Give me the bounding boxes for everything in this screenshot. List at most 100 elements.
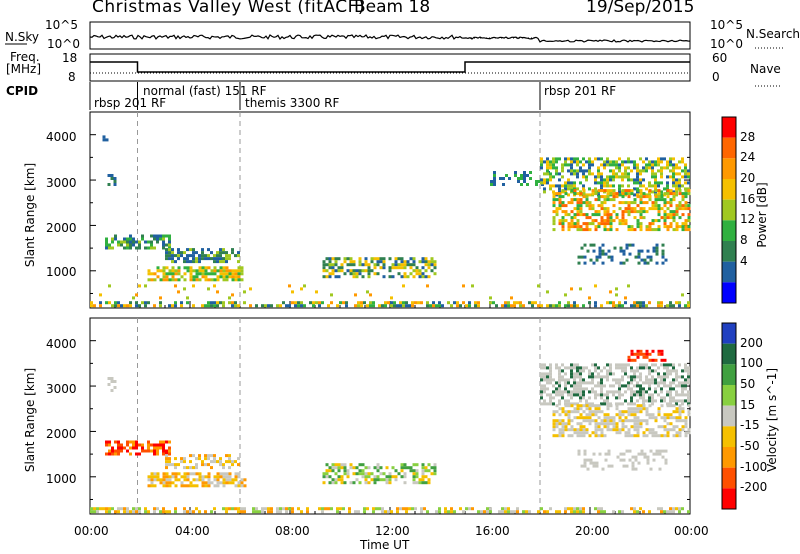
velocity-echo-early-4 (107, 377, 117, 392)
xtick-5: 20:00 (575, 524, 610, 538)
xaxis-label: Time UT (360, 538, 410, 552)
power-colorbar-tick-2: 20 (740, 171, 756, 185)
power-echo-late-4 (577, 243, 668, 265)
velocity-echo-early-3 (147, 472, 247, 488)
nsky-trace (89, 34, 691, 43)
velocity-echo-mid (322, 463, 437, 485)
power-colorbar-swatch-2 (722, 158, 736, 179)
velocity-colorbar-swatch-0 (722, 323, 736, 344)
power-colorbar-swatch-7 (722, 261, 736, 283)
velocity-colorbar-tick-0: 200 (740, 335, 763, 350)
nsky-label: N.Sky (5, 30, 40, 44)
velocity-ytick-4000: 4000 (46, 337, 77, 351)
power-colorbar-swatch-5 (722, 220, 736, 241)
xtick-4: 16:00 (475, 524, 510, 538)
cpid-segment-4: rbsp 201 RF (544, 84, 617, 98)
power-echo-early-4 (147, 266, 244, 282)
velocity-colorbar-tick-5: -50 (740, 439, 760, 453)
power-echo-late-2 (540, 157, 690, 197)
nave-tick-low: 0 (712, 70, 720, 84)
power-colorbar-tick-0: 28 (740, 129, 756, 144)
freq-tick-high: 18 (62, 51, 78, 65)
velocity-echo-early-2 (165, 454, 240, 470)
xtick-3: 12:00 (375, 524, 410, 538)
velocity-echo-late-2 (552, 404, 691, 438)
velocity-colorbar-swatch-1 (722, 343, 736, 365)
velocity-ytick-2000: 2000 (46, 427, 77, 441)
power-echo-late-1 (490, 171, 550, 186)
xtick-2: 08:00 (275, 524, 310, 538)
velocity-colorbar-frame (721, 322, 737, 510)
xtick-0: 00:00 (74, 524, 109, 538)
power-colorbar-tick-4: 12 (740, 212, 756, 227)
velocity-colorbar-tick-7: -200 (740, 480, 768, 495)
power-echo-near-range (90, 301, 690, 308)
noise-tick-high-left: 10^5 (45, 18, 78, 32)
power-echo-mid (322, 257, 437, 279)
velocity-echo-late-3 (627, 349, 667, 362)
nave-label: Nave (750, 62, 781, 76)
power-echo-sparse (99, 284, 684, 300)
power-colorbar-swatch-8 (722, 282, 736, 303)
xtick-6: 00:00 (674, 524, 709, 538)
power-echo-early-2 (105, 234, 171, 250)
power-colorbar-swatch-0 (722, 117, 736, 138)
power-colorbar-swatch-3 (722, 179, 736, 200)
power-colorbar-tick-1: 24 (740, 150, 756, 165)
power-colorbar-swatch-1 (722, 137, 736, 159)
velocity-echo-late-4 (577, 449, 668, 471)
velocity-echo-early-1 (105, 440, 171, 456)
velocity-echo-near-range (90, 507, 690, 514)
velocity-colorbar-swatch-6 (722, 447, 736, 468)
power-colorbar-tick-6: 4 (740, 253, 748, 268)
velocity-ytick-1000: 1000 (46, 472, 77, 486)
power-echo-early-1 (102, 135, 109, 142)
freq-label-line2: [MHz] (6, 62, 42, 76)
velocity-colorbar-tick-2: 50 (740, 377, 756, 391)
power-ytick-3000: 3000 (46, 176, 77, 190)
freq-panel-frame (89, 53, 691, 82)
power-colorbar-tick-3: 16 (740, 191, 756, 206)
noise-tick-low-left: 10^0 (47, 37, 80, 51)
velocity-colorbar-swatch-5 (722, 426, 736, 447)
power-ytick-2000: 2000 (46, 221, 77, 235)
xtick-1: 04:00 (175, 524, 210, 538)
power-colorbar-tick-5: 8 (740, 233, 748, 247)
velocity-colorbar-swatch-8 (722, 488, 736, 509)
cpid-segment-1: rbsp 201 RF (94, 96, 167, 110)
noise-tick-high-right: 10^5 (710, 18, 743, 32)
velocity-echo-late-1 (540, 363, 690, 406)
freq-label-line1: Freq. (10, 50, 40, 64)
cpid-segment-3: themis 3300 RF (245, 96, 340, 110)
velocity-colorbar-tick-6: -100 (740, 459, 768, 474)
power-echo-early-3 (165, 248, 240, 264)
beam-label: Beam 18 (354, 0, 431, 17)
cpid-segment-2: normal (fast) 151 RF (143, 84, 267, 98)
power-echo-late-3 (552, 189, 691, 232)
power-colorbar-swatch-6 (722, 241, 736, 262)
date-label: 19/Sep/2015 (586, 0, 695, 17)
plot-title: Christmas Valley West (fitACF) (92, 0, 366, 17)
power-ytick-1000: 1000 (46, 265, 77, 279)
velocity-panel-frame (89, 317, 691, 515)
power-colorbar-swatch-4 (722, 199, 736, 221)
velocity-colorbar-tick-3: 15 (740, 397, 756, 412)
frequency-trace (90, 61, 690, 73)
velocity-ytick-3000: 3000 (46, 382, 77, 396)
velocity-colorbar-swatch-2 (722, 364, 736, 385)
power-colorbar-frame (721, 116, 737, 304)
velocity-colorbar-tick-1: 100 (740, 356, 763, 371)
velocity-colorbar-swatch-7 (722, 467, 736, 489)
noise-panel-frame (89, 21, 691, 50)
power-echo-early-5 (107, 174, 117, 186)
nave-tick-high: 60 (712, 51, 728, 65)
velocity-colorbar-swatch-4 (722, 405, 736, 427)
velocity-colorbar-swatch-3 (722, 385, 736, 406)
power-ytick-4000: 4000 (46, 130, 77, 144)
velocity-colorbar-tick-4: -15 (740, 418, 760, 433)
nsearch-label: N.Search (746, 27, 800, 41)
noise-tick-low-right: 10^0 (710, 37, 743, 51)
cpid-label: CPID (6, 84, 39, 98)
freq-tick-low: 8 (68, 70, 76, 84)
